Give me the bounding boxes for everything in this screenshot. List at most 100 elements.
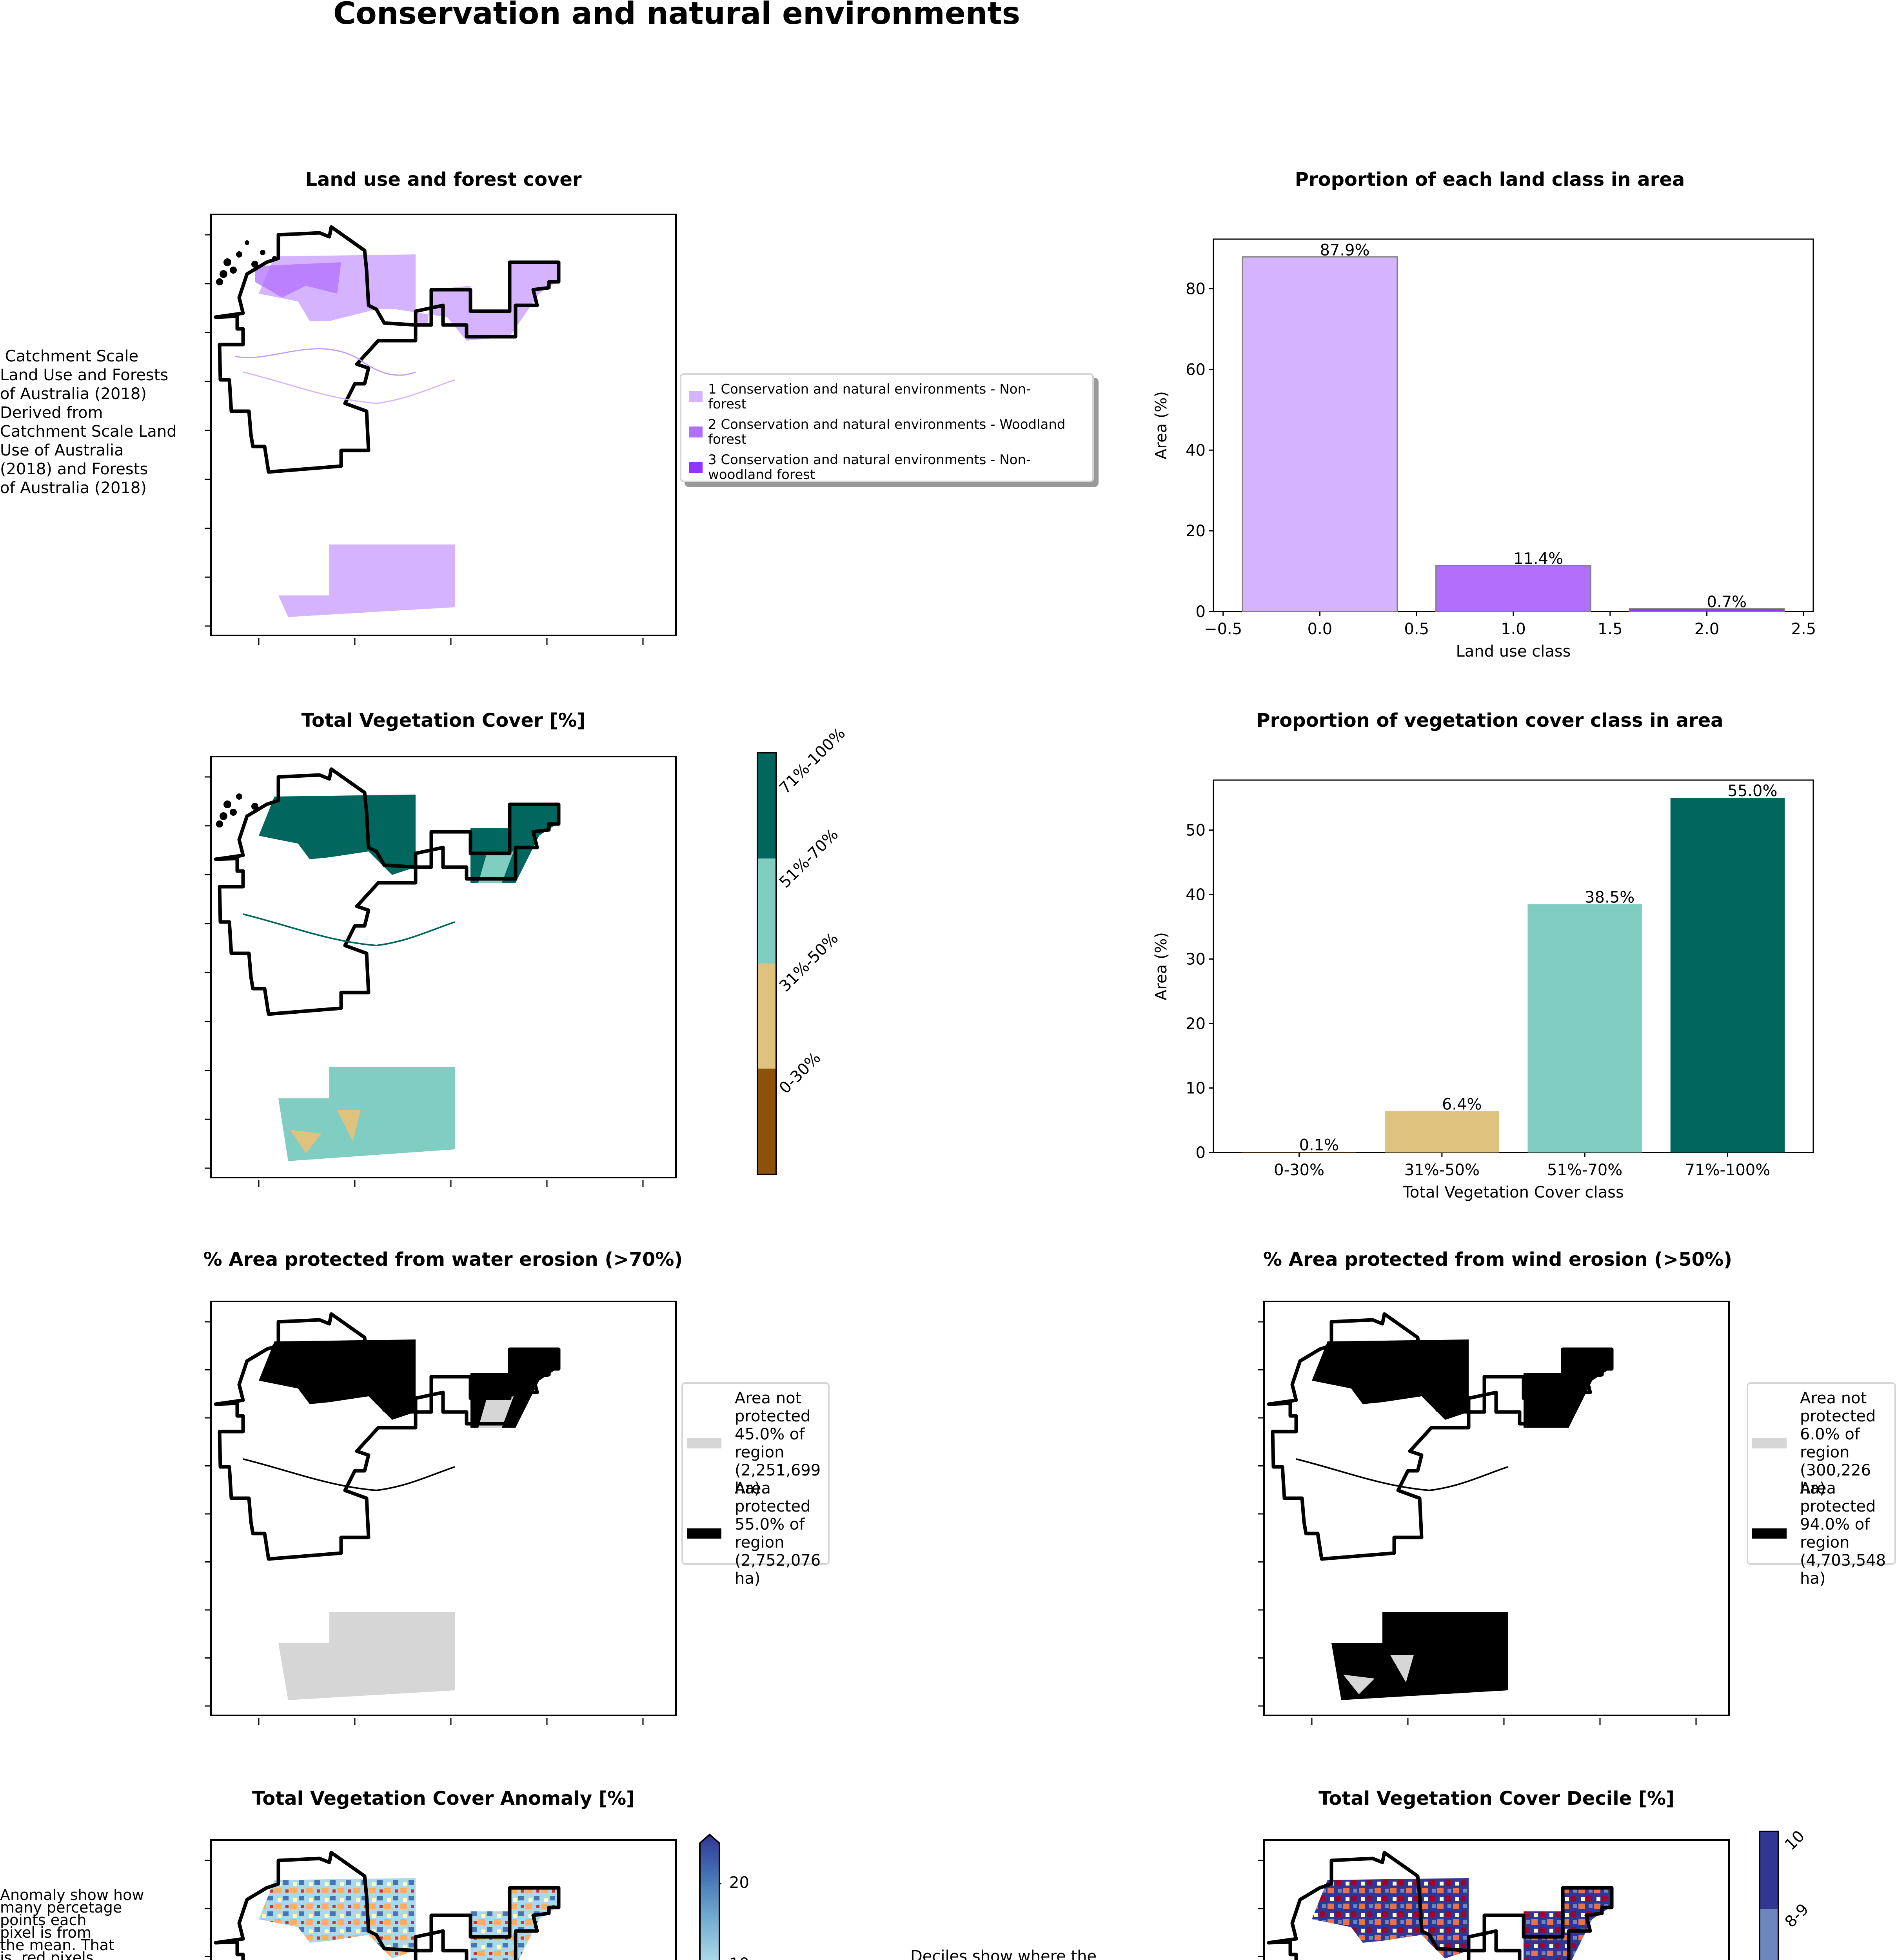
legend-swatch (689, 462, 703, 473)
legend-item: 3 Conservation and natural environments … (689, 452, 1031, 482)
anomaly-map-canvas (205, 1851, 561, 1960)
y-tick-label: 0 (1196, 603, 1206, 621)
region-fill (478, 1396, 514, 1428)
data-label: 38.5% (1585, 889, 1634, 907)
veg-class-bar-chart: 0.1% 6.4% 38.5% 55.0% 0 10 20 30 40 50 0-30% 31%-50… (1152, 779, 1814, 1201)
x-axis-label: Total Vegetation Cover class (1402, 1183, 1624, 1201)
data-label: 11.4% (1513, 550, 1563, 568)
veg-class-chart-title: Proportion of vegetation cover class in … (1256, 710, 1723, 731)
region-fill (478, 851, 514, 883)
wind-erosion-map-canvas (1258, 1312, 1697, 1725)
y-axis-label: Area (%) (1152, 932, 1170, 1000)
veg-cover-colorbar (757, 752, 777, 1175)
wind-erosion-map (1258, 1301, 1730, 1725)
region-boundary (214, 767, 561, 1016)
decile-map (1258, 1839, 1730, 1960)
colorbar-tick-label: 10 (729, 1955, 749, 1960)
decile-note: Deciles show where the pixel value lies … (910, 1947, 1097, 1960)
region-boundary (214, 1312, 561, 1561)
river (235, 348, 416, 376)
water-erosion-map (205, 1301, 677, 1725)
region-fill (290, 1110, 361, 1153)
data-label: 0.7% (1707, 593, 1747, 611)
land-use-map-title: Land use and forest cover (305, 169, 582, 191)
region-boundary (1267, 1312, 1614, 1561)
legend-item: Area not protected 6.0% of region (300,2… (1752, 1389, 1876, 1497)
data-label: 55.0% (1727, 782, 1777, 800)
y-tick-label: 80 (1186, 280, 1206, 298)
data-label: 6.4% (1442, 1096, 1482, 1114)
colorbar-segment (758, 753, 775, 858)
x-tick-label: 2.0 (1694, 620, 1720, 638)
region-boundary (214, 1851, 561, 1960)
legend-label: Area not protected 45.0% of region (2,25… (735, 1389, 821, 1497)
legend-swatch (1752, 1438, 1787, 1448)
x-tick-label: 51%-70% (1547, 1161, 1622, 1179)
decile-map-canvas (1258, 1851, 1614, 1960)
land-class-chart-title: Proportion of each land class in area (1295, 169, 1685, 191)
region-fill (278, 1067, 455, 1161)
bar (1527, 904, 1642, 1152)
bar (1242, 256, 1398, 612)
legend-label: Area not protected 6.0% of region (300,2… (1800, 1389, 1876, 1497)
y-tick-label: 0 (1196, 1144, 1206, 1162)
colorbar-label: 10 (1781, 1827, 1809, 1854)
river (1296, 1458, 1508, 1492)
colorbar-body (699, 1833, 720, 1960)
x-axis-label: Land use class (1456, 642, 1571, 661)
river (243, 371, 455, 404)
y-axis-label: Area (%) (1152, 391, 1170, 459)
region-fill (255, 262, 341, 298)
land-use-source-note: Catchment Scale Land Use and Forests of … (0, 347, 177, 497)
bar (1385, 1111, 1499, 1152)
legend-item: 1 Conservation and natural environments … (689, 382, 1031, 412)
land-use-map (205, 214, 677, 645)
y-tick-label: 20 (1186, 1015, 1206, 1033)
river (243, 913, 455, 947)
colorbar-segment (1760, 1909, 1778, 1960)
region-fill (278, 1612, 455, 1700)
colorbar-label: 51%-70% (775, 825, 842, 892)
legend-swatch (689, 391, 703, 402)
water-erosion-map-canvas (205, 1312, 644, 1725)
legend-label: Area protected 55.0% of region (2,752,07… (735, 1479, 821, 1588)
region-fill (1331, 1612, 1508, 1700)
land-use-legend: 1 Conservation and natural environments … (680, 373, 1094, 482)
colorbar-label: 31%-50% (775, 929, 842, 996)
region-fill (1312, 1339, 1469, 1420)
region-boundary (1267, 1851, 1614, 1960)
decile-map-title: Total Vegetation Cover Decile [%] (1318, 1788, 1674, 1809)
x-tick-label: 1.0 (1501, 620, 1526, 638)
region-fill (1524, 1888, 1610, 1960)
river (243, 1458, 455, 1492)
legend-label: 2 Conservation and natural environments … (708, 417, 1066, 447)
x-tick-label: 0.5 (1404, 620, 1429, 638)
legend-label: 3 Conservation and natural environments … (708, 452, 1031, 483)
legend-item: Area protected 94.0% of region (4,703,54… (1752, 1479, 1886, 1588)
colorbar-segment (1760, 1832, 1778, 1909)
legend-swatch (1752, 1528, 1787, 1539)
y-tick-label: 50 (1186, 821, 1206, 839)
veg-cover-map (205, 756, 677, 1187)
legend-item: 2 Conservation and natural environments … (689, 417, 1066, 447)
anomaly-map-title: Total Vegetation Cover Anomaly [%] (252, 1788, 635, 1809)
y-tick-label: 10 (1186, 1079, 1206, 1097)
land-use-map-canvas (205, 225, 644, 645)
coastline-islands (216, 793, 258, 828)
region-fill (470, 1888, 557, 1960)
y-tick-label: 40 (1186, 441, 1206, 459)
colorbar-tick-label: 20 (729, 1873, 749, 1892)
data-label: 0.1% (1299, 1136, 1339, 1154)
colorbar-segment (758, 858, 775, 964)
x-tick-label: 31%-50% (1404, 1161, 1480, 1179)
region-boundary (214, 225, 561, 474)
legend-swatch (687, 1438, 721, 1448)
legend-swatch (687, 1528, 721, 1539)
colorbar-segment (758, 964, 775, 1069)
y-tick-label: 60 (1186, 361, 1206, 379)
water-erosion-map-title: % Area protected from water erosion (>70… (203, 1249, 683, 1270)
y-tick-label: 20 (1186, 522, 1206, 540)
legend-label: 1 Conservation and natural environments … (708, 381, 1031, 412)
x-tick-label: 0.0 (1308, 620, 1333, 638)
page-title: Conservation and natural environments (333, 0, 1021, 31)
